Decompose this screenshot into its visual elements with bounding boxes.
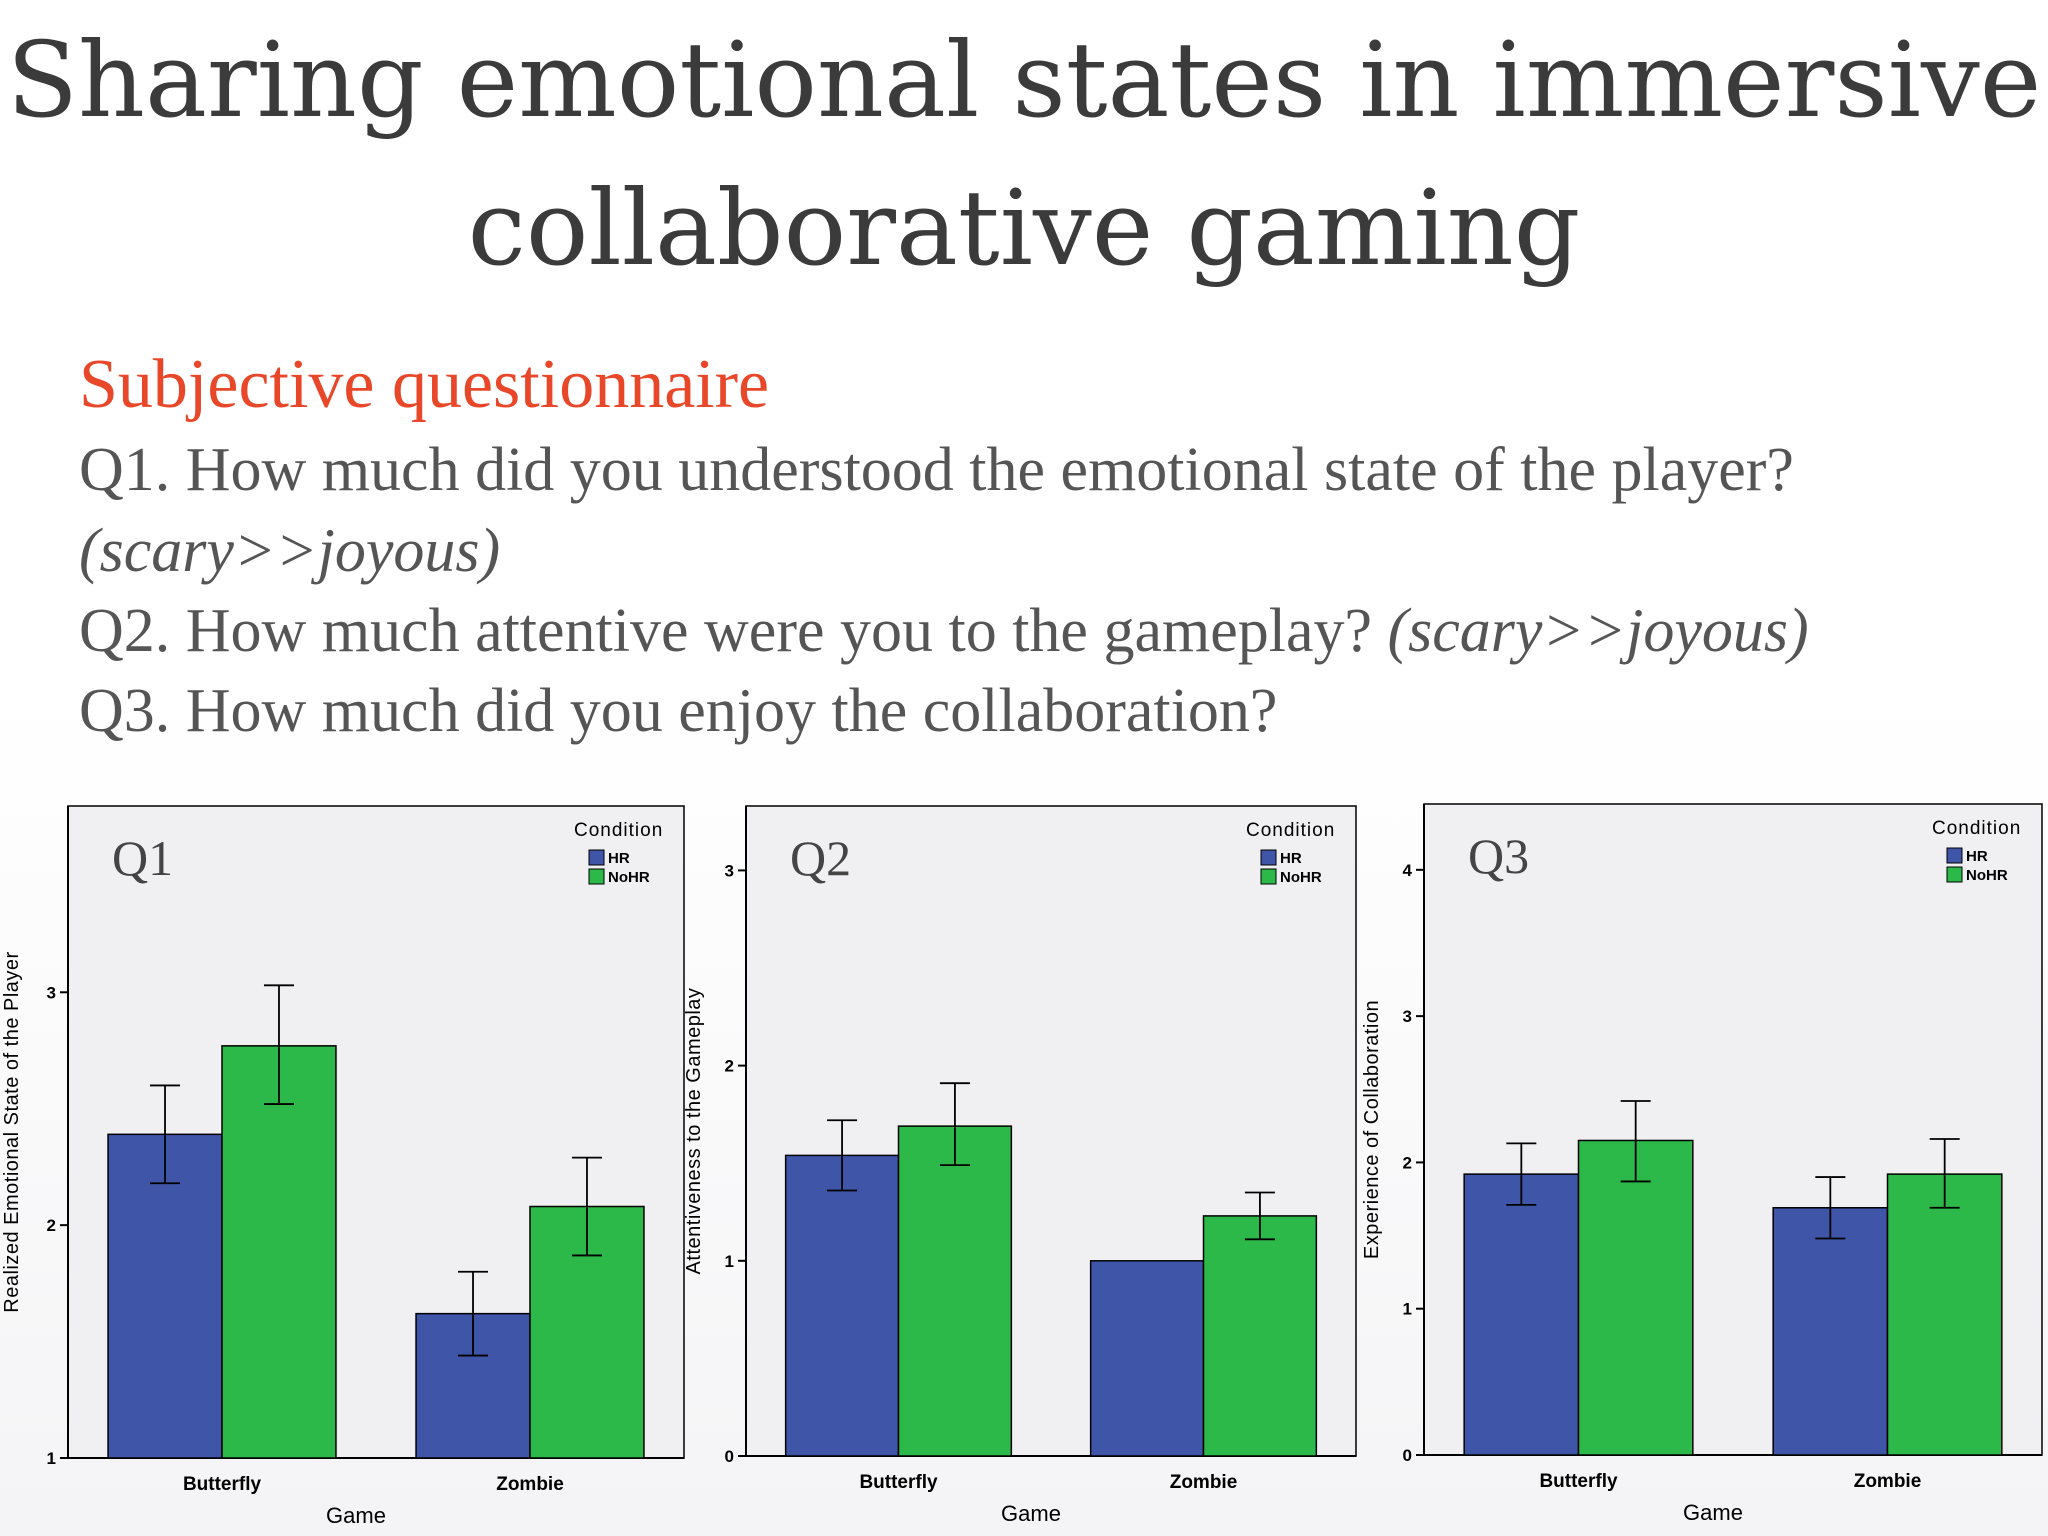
legend-title: Condition bbox=[574, 820, 663, 841]
legend-label-nohr: NoHR bbox=[1966, 867, 2008, 884]
x-axis-title: Game bbox=[1683, 1500, 1743, 1525]
y-axis-title: Attentiveness to the Gameplay bbox=[683, 988, 705, 1275]
bar-hr-zombie bbox=[1089, 1260, 1205, 1457]
x-category-label: Butterfly bbox=[1539, 1471, 1618, 1492]
bar-hr-butterfly bbox=[107, 1133, 223, 1459]
y-axis-title: Realized Emotional State of the Player bbox=[1, 951, 23, 1312]
section-subtitle: Subjective questionnaire bbox=[79, 346, 770, 423]
question-2: Q2. How much attentive were you to the g… bbox=[79, 591, 1809, 671]
bar-hr-butterfly bbox=[1463, 1173, 1580, 1456]
question-1-text: Q1. How much did you understood the emot… bbox=[79, 436, 1794, 504]
y-tick-label: 1 bbox=[1403, 1300, 1412, 1319]
chart-q2: 0 1 2 3 Attentiveness to the Gameplay Butterf… bbox=[682, 800, 1362, 1530]
question-1: Q1. How much did you understood the emot… bbox=[79, 430, 1794, 510]
legend-label-hr: HR bbox=[1280, 850, 1302, 867]
y-tick-label: 2 bbox=[47, 1216, 56, 1235]
y-tick-label: 3 bbox=[725, 861, 734, 880]
legend-swatch-nohr bbox=[1946, 866, 1963, 883]
y-tick-label: 4 bbox=[1403, 861, 1413, 880]
chart-q2-svg: 0 1 2 3 Attentiveness to the Gameplay Butterf… bbox=[683, 805, 1357, 1526]
question-3: Q3. How much did you enjoy the collabora… bbox=[79, 671, 1277, 751]
slide-title: Sharing emotional states in immersive co… bbox=[6, 19, 2042, 289]
bar-nohr-butterfly bbox=[221, 1045, 337, 1459]
x-category-label: Zombie bbox=[1170, 1472, 1238, 1493]
legend-label-hr: HR bbox=[1966, 848, 1988, 865]
bar-nohr-zombie bbox=[1886, 1173, 2003, 1456]
bar-nohr-butterfly bbox=[897, 1125, 1013, 1457]
x-axis-title: Game bbox=[326, 1503, 386, 1528]
y-tick-label: 3 bbox=[1403, 1007, 1412, 1026]
bar-hr-zombie bbox=[1772, 1207, 1889, 1456]
y-tick-label: 1 bbox=[47, 1449, 56, 1468]
panel-label: Q2 bbox=[790, 830, 851, 886]
legend-swatch-nohr bbox=[1260, 868, 1277, 885]
y-tick-label: 1 bbox=[725, 1252, 734, 1271]
panel-label: Q3 bbox=[1468, 828, 1529, 884]
question-1-note: (scary>>joyous) bbox=[79, 517, 501, 585]
legend-swatch-nohr bbox=[588, 868, 605, 885]
chart-q3-svg: 0 1 2 3 4 Experience of Collaboration Butterfl… bbox=[1361, 803, 2043, 1525]
x-category-label: Zombie bbox=[1854, 1471, 1922, 1492]
legend-swatch-hr bbox=[1260, 849, 1277, 866]
panel-label: Q1 bbox=[112, 830, 173, 886]
bar-hr-butterfly bbox=[784, 1154, 900, 1457]
x-category-label: Zombie bbox=[496, 1474, 564, 1495]
chart-q1: 1 2 3 Realized Emotional State of the Playe… bbox=[0, 800, 690, 1530]
x-category-label: Butterfly bbox=[183, 1474, 262, 1495]
bar-nohr-zombie bbox=[1202, 1215, 1318, 1457]
legend-swatch-hr bbox=[1946, 847, 1963, 864]
y-tick-label: 0 bbox=[1403, 1446, 1412, 1465]
legend-label-hr: HR bbox=[608, 850, 630, 867]
legend-label-nohr: NoHR bbox=[1280, 869, 1322, 886]
legend-title: Condition bbox=[1932, 818, 2021, 839]
legend-title: Condition bbox=[1246, 820, 1335, 841]
question-2-note: (scary>>joyous) bbox=[1387, 597, 1809, 665]
y-axis-title: Experience of Collaboration bbox=[1361, 1000, 1383, 1259]
legend-label-nohr: NoHR bbox=[608, 869, 650, 886]
x-category-label: Butterfly bbox=[859, 1472, 938, 1493]
y-tick-label: 2 bbox=[1403, 1153, 1412, 1172]
chart-q1-svg: 1 2 3 Realized Emotional State of the Playe… bbox=[1, 805, 685, 1528]
legend-swatch-hr bbox=[588, 849, 605, 866]
bar-nohr-butterfly bbox=[1577, 1139, 1694, 1456]
y-tick-label: 2 bbox=[725, 1057, 734, 1076]
y-tick-label: 3 bbox=[47, 983, 56, 1002]
y-tick-label: 0 bbox=[725, 1447, 734, 1466]
chart-q3: 0 1 2 3 4 Experience of Collaboration Butterfl… bbox=[1360, 800, 2048, 1530]
question-2-text: Q2. How much attentive were you to the g… bbox=[79, 597, 1372, 665]
x-axis-title: Game bbox=[1001, 1501, 1061, 1526]
question-1-note-line: (scary>>joyous) bbox=[79, 511, 500, 591]
question-3-text: Q3. How much did you enjoy the collabora… bbox=[79, 677, 1278, 745]
